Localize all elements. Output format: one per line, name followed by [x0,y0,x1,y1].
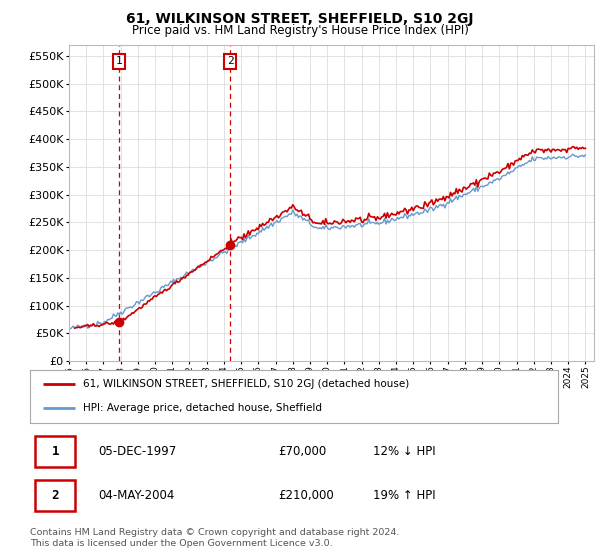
Text: 61, WILKINSON STREET, SHEFFIELD, S10 2GJ (detached house): 61, WILKINSON STREET, SHEFFIELD, S10 2GJ… [83,380,409,390]
Text: 05-DEC-1997: 05-DEC-1997 [98,445,177,458]
Text: HPI: Average price, detached house, Sheffield: HPI: Average price, detached house, Shef… [83,403,322,413]
Text: 1: 1 [52,445,59,458]
Text: 04-MAY-2004: 04-MAY-2004 [98,489,175,502]
Text: £70,000: £70,000 [278,445,326,458]
Text: Contains HM Land Registry data © Crown copyright and database right 2024.
This d: Contains HM Land Registry data © Crown c… [30,528,400,548]
Text: 61, WILKINSON STREET, SHEFFIELD, S10 2GJ: 61, WILKINSON STREET, SHEFFIELD, S10 2GJ [126,12,474,26]
FancyBboxPatch shape [35,436,75,467]
Text: 2: 2 [227,57,233,67]
Text: £210,000: £210,000 [278,489,334,502]
Text: 19% ↑ HPI: 19% ↑ HPI [373,489,436,502]
Text: Price paid vs. HM Land Registry's House Price Index (HPI): Price paid vs. HM Land Registry's House … [131,24,469,36]
Text: 2: 2 [52,489,59,502]
Text: 12% ↓ HPI: 12% ↓ HPI [373,445,436,458]
Text: 1: 1 [116,57,122,67]
FancyBboxPatch shape [35,480,75,511]
